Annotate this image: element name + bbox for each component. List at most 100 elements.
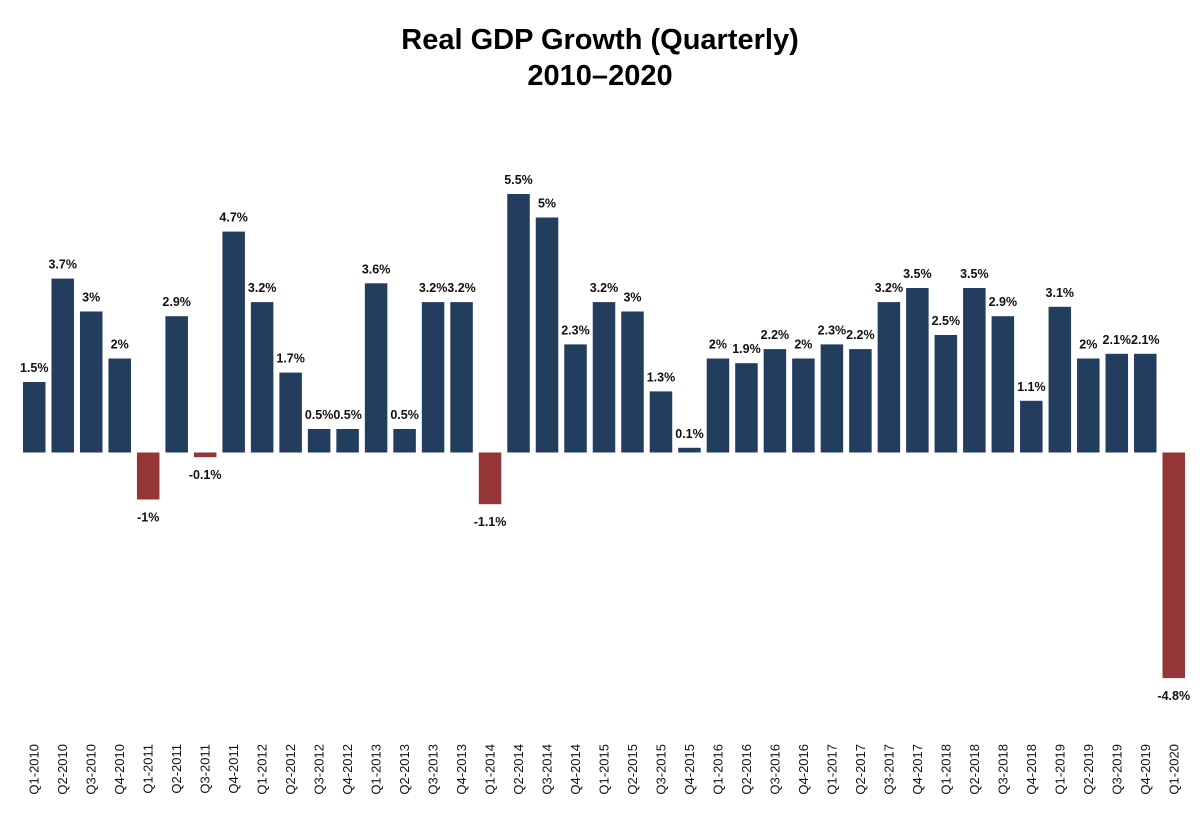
x-tick-label-q2-2018: Q2-2018 — [967, 744, 982, 795]
bar-q2-2011 — [165, 316, 188, 453]
value-label-q1-2014: -1.1% — [474, 515, 507, 529]
value-label-q2-2018: 3.5% — [960, 267, 989, 281]
bar-q4-2017 — [906, 288, 929, 453]
bar-q3-2010 — [79, 311, 103, 453]
x-tick-label-q4-2018: Q4-2018 — [1024, 744, 1039, 795]
x-tick-label-q1-2017: Q1-2017 — [824, 744, 839, 795]
x-tick-label-q1-2018: Q1-2018 — [938, 744, 953, 795]
x-tick-label-q3-2013: Q3-2013 — [426, 744, 441, 795]
x-tick-label-q2-2010: Q2-2010 — [55, 744, 70, 795]
x-tick-label-q1-2013: Q1-2013 — [369, 744, 384, 795]
value-label-q3-2014: 5% — [538, 197, 556, 211]
x-tick-label-q2-2011: Q2-2011 — [169, 744, 184, 794]
bar-q2-2013 — [393, 429, 416, 453]
x-tick-label-q2-2019: Q2-2019 — [1081, 744, 1096, 795]
value-label-q4-2011: 4.7% — [219, 211, 248, 225]
bar-q3-2018 — [991, 316, 1015, 453]
bar-q3-2019 — [1105, 353, 1129, 453]
bar-q1-2011 — [136, 452, 160, 500]
bar-q4-2018 — [1020, 400, 1043, 453]
value-label-q1-2018: 2.5% — [932, 314, 961, 328]
x-tick-label-q3-2010: Q3-2010 — [84, 744, 99, 795]
bar-q2-2015 — [621, 311, 644, 453]
value-label-q2-2019: 2% — [1079, 338, 1097, 352]
bar-q3-2017 — [877, 302, 901, 453]
value-label-q1-2012: 3.2% — [248, 281, 277, 295]
bar-q2-2012 — [279, 372, 302, 453]
bar-q4-2014 — [564, 344, 587, 453]
x-tick-label-q3-2015: Q3-2015 — [653, 744, 668, 795]
x-tick-label-q4-2014: Q4-2014 — [568, 744, 583, 795]
value-label-q1-2013: 3.6% — [362, 262, 391, 276]
value-label-q4-2015: 0.1% — [675, 427, 704, 441]
x-tick-labels-group: Q1-2010 Q2-2010 Q3-2010 Q4-2010 Q1-2011 Q2-20… — [27, 744, 1182, 795]
bar-q1-2017 — [820, 344, 844, 453]
bar-q1-2016 — [706, 358, 730, 453]
value-label-q1-2011: -1% — [137, 511, 159, 525]
x-tick-label-q2-2014: Q2-2014 — [511, 744, 526, 795]
value-label-q1-2015: 3.2% — [590, 281, 619, 295]
bar-q3-2012 — [307, 429, 331, 453]
x-tick-label-q1-2020: Q1-2020 — [1166, 744, 1181, 795]
x-tick-label-q1-2010: Q1-2010 — [27, 744, 42, 795]
x-tick-label-q2-2015: Q2-2015 — [625, 744, 640, 795]
bar-q2-2018 — [963, 288, 986, 453]
value-label-q3-2019: 2.1% — [1103, 333, 1132, 347]
bar-q4-2010 — [108, 358, 131, 453]
value-label-q2-2016: 1.9% — [732, 342, 761, 356]
x-tick-label-q3-2011: Q3-2011 — [198, 744, 213, 794]
x-tick-label-q4-2011: Q4-2011 — [226, 744, 241, 794]
x-tick-label-q4-2012: Q4-2012 — [340, 744, 355, 795]
value-label-q2-2011: 2.9% — [162, 295, 191, 309]
bar-q3-2011 — [193, 452, 217, 458]
value-label-q4-2018: 1.1% — [1017, 380, 1046, 394]
x-tick-label-q2-2012: Q2-2012 — [283, 744, 298, 795]
value-label-q4-2019: 2.1% — [1131, 333, 1160, 347]
x-tick-label-q3-2018: Q3-2018 — [995, 744, 1010, 795]
x-tick-label-q1-2019: Q1-2019 — [1052, 744, 1067, 795]
bar-q4-2011 — [222, 231, 245, 453]
x-tick-label-q4-2019: Q4-2019 — [1138, 744, 1153, 795]
value-label-q3-2015: 1.3% — [647, 370, 676, 384]
value-label-q3-2011: -0.1% — [189, 468, 222, 482]
x-tick-label-q2-2016: Q2-2016 — [739, 744, 754, 795]
x-tick-label-q4-2017: Q4-2017 — [910, 744, 925, 795]
bar-q4-2012 — [336, 429, 359, 453]
value-label-q4-2014: 2.3% — [561, 323, 590, 337]
value-label-q4-2017: 3.5% — [903, 267, 932, 281]
value-label-q4-2013: 3.2% — [447, 281, 476, 295]
x-tick-label-q3-2012: Q3-2012 — [312, 744, 327, 795]
x-tick-label-q4-2015: Q4-2015 — [682, 744, 697, 795]
value-label-q2-2014: 5.5% — [504, 173, 533, 187]
value-label-q3-2012: 0.5% — [305, 408, 334, 422]
chart-title: Real GDP Growth (Quarterly) 2010–2020 — [0, 22, 1200, 94]
value-label-q3-2018: 2.9% — [989, 295, 1018, 309]
value-label-q2-2012: 1.7% — [276, 352, 305, 366]
x-tick-label-q1-2016: Q1-2016 — [710, 744, 725, 795]
chart-title-line-2: 2010–2020 — [527, 60, 673, 92]
value-label-q3-2017: 3.2% — [875, 281, 904, 295]
x-tick-label-q2-2013: Q2-2013 — [397, 744, 412, 795]
bar-q3-2014 — [535, 217, 559, 453]
bar-q3-2015 — [649, 391, 673, 453]
chart-title-line-1: Real GDP Growth (Quarterly) — [401, 24, 799, 56]
bar-q4-2016 — [792, 358, 815, 453]
value-label-q1-2010: 1.5% — [20, 361, 49, 375]
x-tick-label-q1-2012: Q1-2012 — [255, 744, 270, 795]
bar-q2-2016 — [735, 363, 758, 453]
value-labels-group: 1.5% 3.7% 3% 2% -1% 2.9% -0.1% 4.7% 3.2% 1.7% 0.5%… — [20, 173, 1190, 703]
bar-q1-2015 — [592, 302, 616, 453]
value-label-q3-2013: 3.2% — [419, 281, 448, 295]
x-tick-label-q3-2017: Q3-2017 — [881, 744, 896, 795]
bars-group — [22, 194, 1186, 679]
bar-q1-2012 — [250, 302, 274, 453]
bar-q4-2019 — [1134, 353, 1157, 453]
value-label-q2-2017: 2.2% — [846, 328, 875, 342]
value-label-q1-2019: 3.1% — [1046, 286, 1075, 300]
value-label-q1-2020: -4.8% — [1157, 689, 1190, 703]
x-tick-label-q3-2019: Q3-2019 — [1109, 744, 1124, 795]
bar-q2-2010 — [51, 278, 74, 453]
x-tick-label-q3-2014: Q3-2014 — [540, 744, 555, 795]
bar-q4-2015 — [678, 447, 701, 453]
